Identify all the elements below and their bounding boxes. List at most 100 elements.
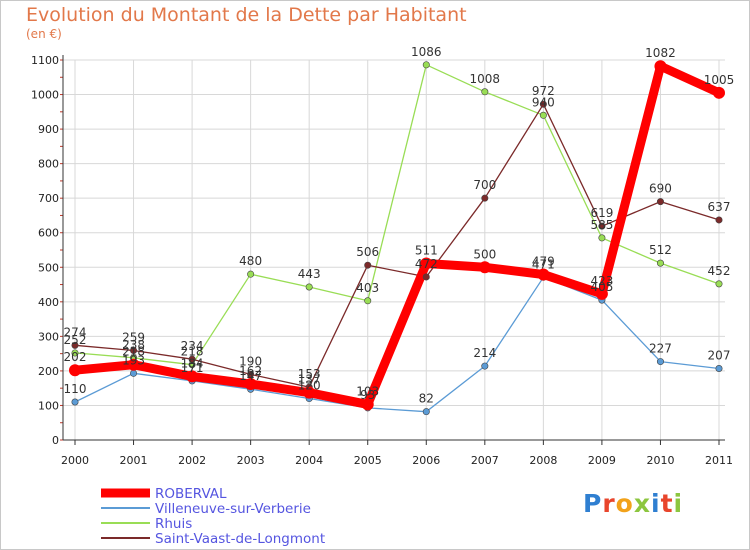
data-label: 252 bbox=[64, 333, 87, 347]
data-point bbox=[130, 369, 138, 377]
data-point bbox=[422, 273, 430, 281]
legend: ROBERVALVilleneuve-sur-VerberieRhuisSain… bbox=[101, 486, 325, 547]
series-points bbox=[69, 60, 725, 416]
data-label: 238 bbox=[122, 338, 145, 352]
data-label: 207 bbox=[708, 348, 731, 362]
data-point bbox=[247, 370, 255, 378]
logo-letter: t bbox=[660, 489, 674, 518]
legend-label: Rhuis bbox=[155, 516, 192, 532]
data-point bbox=[539, 100, 547, 108]
data-label: 1086 bbox=[411, 45, 442, 59]
data-point bbox=[656, 259, 664, 267]
data-label: 1008 bbox=[470, 72, 501, 86]
logo-letter: r bbox=[602, 489, 616, 518]
logo-letter: x bbox=[633, 489, 651, 518]
series-line-1 bbox=[74, 276, 720, 413]
x-tick-label: 2001 bbox=[120, 454, 148, 467]
data-label: 184 bbox=[181, 356, 204, 370]
data-point bbox=[422, 61, 430, 69]
data-label: 153 bbox=[298, 367, 321, 381]
data-label: 234 bbox=[181, 339, 204, 353]
y-tick-label: 100 bbox=[38, 399, 59, 412]
data-point bbox=[422, 408, 430, 416]
logo-letter: o bbox=[615, 489, 634, 518]
data-labels: 110 193 171 147 120 93 82 214 471 405 227 207 252 238… bbox=[64, 45, 735, 406]
data-point bbox=[71, 398, 79, 406]
data-label: 190 bbox=[239, 354, 262, 368]
data-label: 93 bbox=[360, 388, 375, 402]
data-label: 227 bbox=[649, 342, 672, 356]
data-label: 103 bbox=[356, 384, 379, 398]
chart-title: Evolution du Montant de la Dette par Hab… bbox=[26, 4, 467, 26]
data-point bbox=[420, 257, 433, 270]
logo-letter: i bbox=[673, 489, 684, 518]
data-point bbox=[305, 283, 313, 291]
data-point bbox=[188, 355, 196, 363]
data-label: 193 bbox=[122, 353, 145, 367]
logo-letter: P bbox=[583, 489, 603, 518]
x-tick-label: 2003 bbox=[237, 454, 265, 467]
series-line-3 bbox=[74, 103, 720, 388]
data-point bbox=[481, 88, 489, 96]
data-label: 423 bbox=[590, 274, 613, 288]
data-label: 500 bbox=[473, 247, 496, 261]
series-line-0 bbox=[70, 61, 724, 409]
data-point bbox=[303, 386, 316, 399]
data-label: 452 bbox=[708, 264, 731, 278]
data-point bbox=[127, 358, 140, 371]
data-label: 443 bbox=[298, 267, 321, 281]
data-point bbox=[715, 364, 723, 372]
data-label: 259 bbox=[122, 331, 145, 345]
x-tick-label: 2006 bbox=[412, 454, 440, 467]
data-label: 218 bbox=[181, 345, 204, 359]
data-label: 403 bbox=[356, 281, 379, 295]
data-point bbox=[364, 261, 372, 269]
x-tick-label: 2007 bbox=[471, 454, 499, 467]
y-tick-label: 1100 bbox=[31, 54, 59, 67]
x-tick-label: 2009 bbox=[588, 454, 616, 467]
data-label: 137 bbox=[298, 373, 321, 387]
data-point bbox=[481, 194, 489, 202]
data-point bbox=[713, 86, 725, 99]
data-label: 110 bbox=[64, 382, 87, 396]
data-label: 512 bbox=[649, 243, 672, 257]
data-point bbox=[247, 270, 255, 278]
data-label: 171 bbox=[181, 361, 204, 375]
gridlines bbox=[63, 59, 725, 441]
x-tick-label: 2005 bbox=[354, 454, 382, 467]
data-label: 506 bbox=[356, 245, 379, 259]
y-tick-label: 800 bbox=[38, 158, 59, 171]
data-label: 472 bbox=[415, 257, 438, 271]
data-label: 972 bbox=[532, 84, 555, 98]
y-tick-label: 300 bbox=[38, 330, 59, 343]
x-tick-label: 2004 bbox=[295, 454, 323, 467]
data-point bbox=[478, 261, 491, 274]
y-tick-label: 700 bbox=[38, 192, 59, 205]
y-unit-label: (en €) bbox=[26, 27, 62, 41]
data-label: 214 bbox=[473, 346, 496, 360]
data-label: 511 bbox=[415, 243, 438, 257]
data-label: 700 bbox=[473, 178, 496, 192]
legend-label: Villeneuve-sur-Verberie bbox=[155, 501, 311, 517]
data-point bbox=[539, 111, 547, 119]
x-tick-label: 2000 bbox=[61, 454, 89, 467]
series-lines bbox=[70, 61, 724, 413]
data-label: 585 bbox=[590, 218, 613, 232]
y-tick-label: 1000 bbox=[31, 89, 59, 102]
data-point bbox=[537, 268, 550, 281]
y-tick-label: 500 bbox=[38, 261, 59, 274]
data-point bbox=[598, 234, 606, 242]
data-label: 1005 bbox=[704, 73, 735, 87]
data-label: 147 bbox=[239, 369, 262, 383]
data-label: 82 bbox=[419, 392, 434, 406]
data-point bbox=[186, 370, 199, 383]
y-tick-label: 600 bbox=[38, 227, 59, 240]
data-label: 471 bbox=[532, 257, 555, 271]
data-label: 690 bbox=[649, 182, 672, 196]
data-point bbox=[71, 349, 79, 357]
data-label: 162 bbox=[239, 364, 262, 378]
y-tick-label: 0 bbox=[52, 434, 59, 447]
y-tick-label: 200 bbox=[38, 365, 59, 378]
data-label: 405 bbox=[590, 280, 613, 294]
